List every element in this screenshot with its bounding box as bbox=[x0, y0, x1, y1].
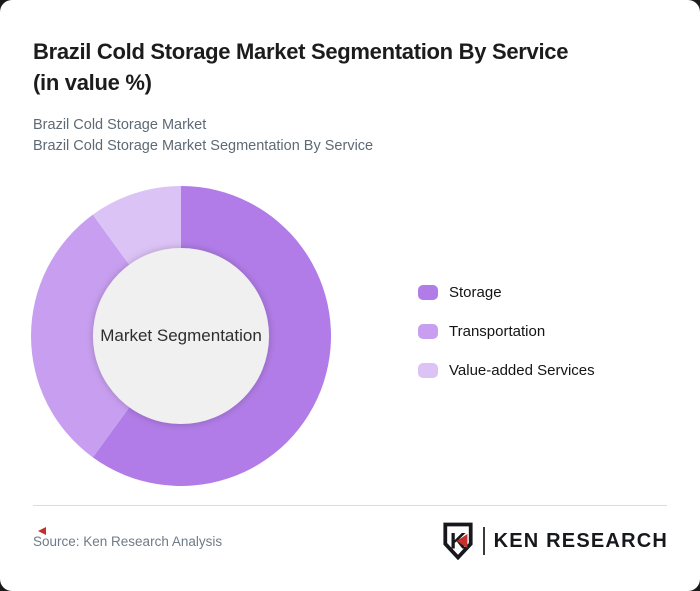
chart-legend: Storage Transportation Value-added Servi… bbox=[418, 284, 595, 379]
legend-swatch bbox=[418, 285, 438, 300]
legend-label: Value-added Services bbox=[449, 362, 595, 379]
ken-research-shield-icon: K bbox=[442, 522, 473, 560]
legend-item: Value-added Services bbox=[418, 362, 595, 379]
legend-label: Transportation bbox=[449, 323, 546, 340]
page-title-line-2: (in value %) bbox=[33, 70, 152, 95]
donut-svg bbox=[31, 186, 331, 486]
page-title-line-1: Brazil Cold Storage Market Segmentation … bbox=[33, 39, 569, 64]
donut-center-circle bbox=[92, 247, 270, 425]
legend-label: Storage bbox=[449, 284, 502, 301]
subtitle-block: Brazil Cold Storage Market Brazil Cold S… bbox=[33, 115, 667, 157]
header: Brazil Cold Storage Market Segmentation … bbox=[0, 0, 700, 157]
logo-divider bbox=[482, 527, 485, 555]
shield-red-triangle-icon bbox=[456, 533, 467, 549]
legend-item: Transportation bbox=[418, 323, 595, 340]
wordmark-red-triangle-icon bbox=[38, 527, 46, 535]
footer-divider bbox=[33, 505, 667, 506]
subtitle-line-2: Brazil Cold Storage Market Segmentation … bbox=[33, 138, 374, 154]
subtitle-line-1: Brazil Cold Storage Market bbox=[33, 117, 207, 133]
legend-swatch bbox=[418, 363, 438, 378]
legend-item: Storage bbox=[418, 284, 595, 301]
source-text: Source: Ken Research Analysis bbox=[33, 533, 223, 549]
legend-swatch bbox=[418, 324, 438, 339]
logo-wordmark: KEN RESEARCH bbox=[493, 530, 668, 552]
ken-research-logo: K KEN RESEARCH bbox=[38, 522, 668, 560]
footer: Source: Ken Research Analysis K KEN RESE… bbox=[33, 521, 668, 561]
donut-chart: Market Segmentation bbox=[31, 186, 331, 486]
